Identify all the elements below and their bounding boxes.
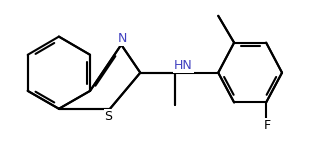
Text: HN: HN: [174, 59, 193, 72]
Text: S: S: [105, 110, 113, 123]
Text: N: N: [118, 32, 127, 45]
Text: F: F: [264, 119, 271, 132]
